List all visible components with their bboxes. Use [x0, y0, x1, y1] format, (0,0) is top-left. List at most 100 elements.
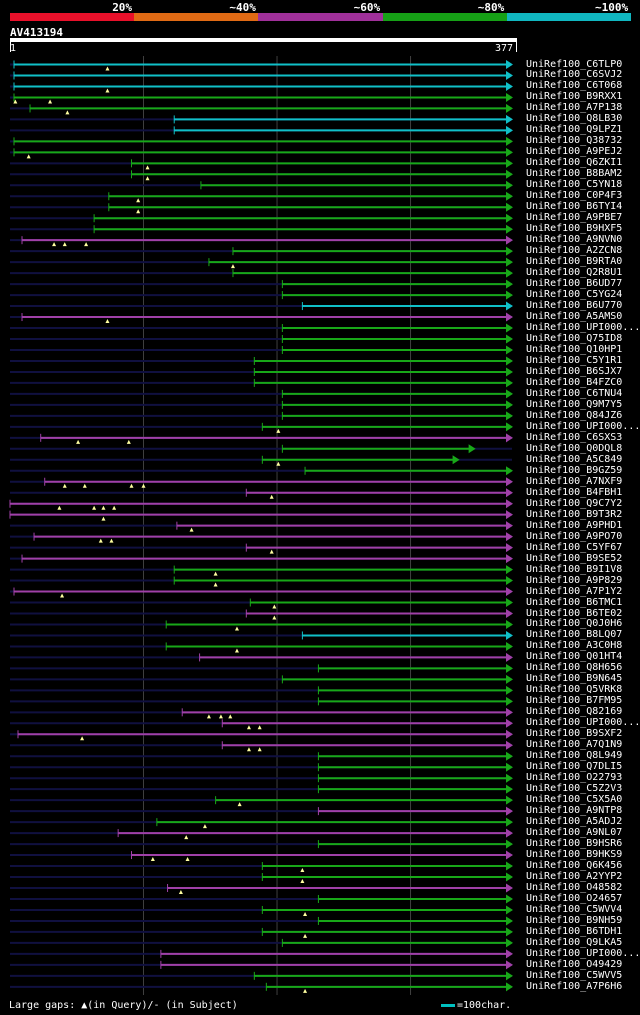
hit-label[interactable]: UniRef100_Q7DLI5: [526, 761, 623, 773]
hit-label[interactable]: UniRef100_C5YF67: [526, 541, 623, 553]
hit-label[interactable]: UniRef100_B9GZ59: [526, 464, 623, 476]
hit-label[interactable]: UniRef100_B9RTA0: [526, 256, 623, 268]
alignment-arrow-icon: [506, 916, 513, 926]
hit-label[interactable]: UniRef100_C5WVV4: [526, 903, 623, 915]
hit-label[interactable]: UniRef100_C5YG24: [526, 289, 623, 301]
hit-label[interactable]: UniRef100_A9NVN0: [526, 234, 623, 246]
hit-label[interactable]: UniRef100_Q9C7Y2: [526, 497, 623, 509]
hit-label[interactable]: UniRef100_Q6ZKI1: [526, 157, 623, 169]
query-gap-marker-icon: [57, 505, 62, 510]
hit-label[interactable]: UniRef100_B9HXF5: [526, 223, 623, 235]
hit-label[interactable]: UniRef100_Q0J0H6: [526, 618, 623, 630]
query-gap-marker-icon: [269, 549, 274, 554]
hit-label[interactable]: UniRef100_B8BAM2: [526, 168, 623, 180]
hit-label[interactable]: UniRef100_Q01HT4: [526, 651, 623, 663]
hit-label[interactable]: UniRef100_Q8H656: [526, 662, 623, 674]
hit-label[interactable]: UniRef100_B4FBH1: [526, 486, 623, 498]
hit-label[interactable]: UniRef100_O48582: [526, 882, 623, 893]
hit-label[interactable]: UniRef100_Q5VRK8: [526, 684, 623, 696]
hit-label[interactable]: UniRef100_B9T3R2: [526, 508, 623, 520]
hit-label[interactable]: UniRef100_A5ADJ2: [526, 816, 623, 828]
hit-label[interactable]: UniRef100_A7NXF9: [526, 475, 623, 487]
hit-label[interactable]: UniRef100_C5WVV5: [526, 969, 623, 981]
hit-label[interactable]: UniRef100_Q9LPZ1: [526, 124, 623, 136]
hit-label[interactable]: UniRef100_UPI000...: [526, 322, 640, 334]
hit-label[interactable]: UniRef100_B9HSR6: [526, 838, 623, 850]
hit-label[interactable]: UniRef100_Q10HP1: [526, 343, 623, 355]
hit-label[interactable]: UniRef100_A9PO70: [526, 530, 623, 542]
hit-label[interactable]: UniRef100_Q82169: [526, 706, 623, 718]
hit-label[interactable]: UniRef100_B6U770: [526, 300, 623, 312]
hit-label[interactable]: UniRef100_A7P6H6: [526, 980, 623, 992]
hit-label[interactable]: UniRef100_Q6K456: [526, 860, 623, 872]
alignment-arrow-icon: [506, 224, 513, 234]
hit-label[interactable]: UniRef100_B6TE02: [526, 607, 623, 619]
axis-start-tick: [10, 42, 11, 52]
query-gap-marker-icon: [105, 88, 110, 93]
hit-label[interactable]: UniRef100_B9RXX1: [526, 91, 623, 103]
hit-label[interactable]: UniRef100_UPI000...: [526, 420, 640, 432]
hit-label[interactable]: UniRef100_O24657: [526, 892, 623, 904]
hit-label[interactable]: UniRef100_C5YN18: [526, 179, 623, 191]
hit-label[interactable]: UniRef100_B4FZC0: [526, 376, 623, 388]
query-gap-marker-icon: [62, 242, 67, 247]
hit-label[interactable]: UniRef100_C6TNU4: [526, 387, 623, 399]
hit-label[interactable]: UniRef100_A9PBE7: [526, 212, 623, 224]
hit-label[interactable]: UniRef100_B9NH59: [526, 914, 623, 926]
hit-label[interactable]: UniRef100_Q2R8U1: [526, 267, 623, 279]
hit-label[interactable]: UniRef100_B6TYI4: [526, 201, 623, 213]
hit-label[interactable]: UniRef100_B9I1V8: [526, 563, 623, 575]
alignment-arrow-icon: [506, 674, 513, 684]
hit-label[interactable]: UniRef100_A2ZCN8: [526, 245, 623, 257]
hit-label[interactable]: UniRef100_A7P1Y2: [526, 585, 623, 597]
alignment-arrow-icon: [506, 378, 513, 388]
hit-label[interactable]: UniRef100_Q84JZ6: [526, 409, 623, 421]
hit-label[interactable]: UniRef100_A2YYP2: [526, 871, 623, 883]
hit-label[interactable]: UniRef100_A9PEJ2: [526, 146, 623, 158]
hit-label[interactable]: UniRef100_C6T068: [526, 80, 623, 92]
hit-label[interactable]: UniRef100_A9P829: [526, 574, 623, 586]
hit-label[interactable]: UniRef100_O22793: [526, 772, 623, 784]
hit-label[interactable]: UniRef100_B6TMC1: [526, 596, 623, 608]
hit-label[interactable]: UniRef100_A5AMS0: [526, 311, 623, 323]
hit-label[interactable]: UniRef100_B6SJX7: [526, 365, 623, 377]
hit-label[interactable]: UniRef100_B7FM95: [526, 695, 623, 707]
alignment-arrow-icon: [506, 389, 513, 399]
hit-label[interactable]: UniRef100_C5Y1R1: [526, 354, 623, 366]
hit-label[interactable]: UniRef100_UPI000...: [526, 717, 640, 729]
alignment-arrow-icon: [506, 268, 513, 278]
alignment-arrow-icon: [506, 60, 513, 69]
hit-label[interactable]: UniRef100_B9HKS9: [526, 849, 623, 861]
hit-label[interactable]: UniRef100_A7Q1N9: [526, 739, 623, 751]
query-gap-marker-icon: [276, 428, 281, 433]
hit-label[interactable]: UniRef100_B6UD77: [526, 278, 623, 290]
hit-label[interactable]: UniRef100_Q75ID8: [526, 333, 623, 344]
hit-label[interactable]: UniRef100_A7P138: [526, 102, 623, 114]
query-gap-marker-icon: [136, 209, 141, 214]
hit-label[interactable]: UniRef100_Q9M7Y5: [526, 398, 623, 410]
hit-label[interactable]: UniRef100_A9PHD1: [526, 519, 623, 531]
hit-label[interactable]: UniRef100_Q38732: [526, 135, 623, 147]
hit-label[interactable]: UniRef100_Q0DQL8: [526, 442, 623, 454]
hit-label[interactable]: UniRef100_Q9LKA5: [526, 936, 623, 948]
hit-label[interactable]: UniRef100_C5X5A0: [526, 794, 623, 806]
hit-label[interactable]: UniRef100_A9NTP8: [526, 805, 623, 817]
hit-label[interactable]: UniRef100_Q8L949: [526, 750, 623, 762]
hit-label[interactable]: UniRef100_O49429: [526, 958, 623, 970]
hit-label[interactable]: UniRef100_C0P4F3: [526, 190, 623, 202]
hit-label[interactable]: UniRef100_C6TLP0: [526, 58, 623, 70]
hit-label[interactable]: UniRef100_B6TDH1: [526, 925, 623, 937]
hit-label[interactable]: UniRef100_B9SE52: [526, 552, 623, 564]
hit-label[interactable]: UniRef100_Q8LB30: [526, 113, 623, 125]
hit-label[interactable]: UniRef100_A5C849: [526, 453, 623, 465]
hit-label[interactable]: UniRef100_UPI000...: [526, 947, 640, 959]
hit-label[interactable]: UniRef100_A9NL07: [526, 827, 623, 839]
hit-label[interactable]: UniRef100_B8LQ07: [526, 629, 623, 641]
hit-label[interactable]: UniRef100_C5Z2V3: [526, 783, 623, 795]
hit-label[interactable]: UniRef100_C6SXS3: [526, 431, 623, 443]
hit-label[interactable]: UniRef100_C6SVJ2: [526, 69, 623, 81]
hit-label[interactable]: UniRef100_B9SXF2: [526, 728, 623, 740]
hit-label[interactable]: UniRef100_B9N645: [526, 673, 623, 685]
alignment-arrow-icon: [506, 356, 513, 366]
hit-label[interactable]: UniRef100_A3C0H8: [526, 640, 623, 652]
